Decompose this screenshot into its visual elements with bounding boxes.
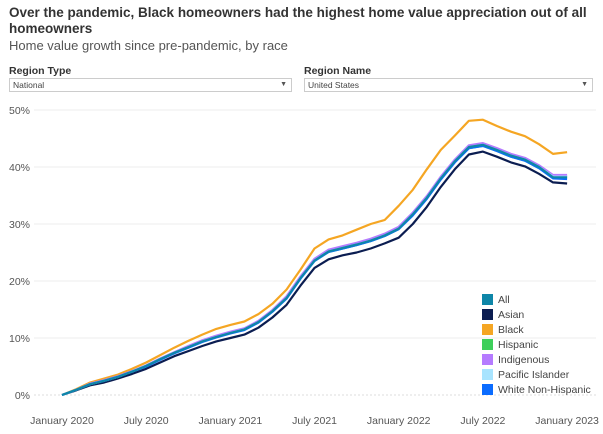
chart-subtitle: Home value growth since pre-pandemic, by…	[9, 38, 288, 53]
legend-label: Indigenous	[498, 353, 550, 366]
legend: All Asian Black Hispanic Indigenous Pacific I…	[482, 292, 591, 397]
y-tick-label: 40%	[9, 162, 30, 174]
x-tick-label: July 2021	[292, 415, 337, 427]
region-name-label: Region Name	[304, 65, 372, 77]
legend-label: Asian	[498, 308, 525, 321]
y-tick-label: 20%	[9, 276, 30, 288]
x-tick-label: January 2022	[367, 415, 431, 427]
x-tick-label: January 2021	[199, 415, 263, 427]
chevron-down-icon: ▼	[280, 81, 287, 88]
region-type-label: Region Type	[9, 65, 72, 77]
legend-label: White Non-Hispanic	[498, 383, 591, 396]
legend-item[interactable]: Hispanic	[482, 337, 591, 352]
series-line-all	[61, 143, 568, 397]
x-tick-label: January 2023	[535, 415, 599, 427]
legend-item[interactable]: Asian	[482, 307, 591, 322]
legend-label: Pacific Islander	[498, 368, 570, 381]
legend-swatch	[482, 309, 493, 320]
series-line-black	[61, 118, 568, 397]
chevron-down-icon: ▼	[581, 81, 588, 88]
legend-swatch	[482, 354, 493, 365]
x-tick-label: July 2020	[124, 415, 169, 427]
series-line-asian	[61, 150, 568, 397]
region-name-select[interactable]: United States ▼	[304, 78, 593, 92]
region-name-value: United States	[308, 80, 360, 90]
legend-swatch	[482, 324, 493, 335]
y-tick-label: 10%	[9, 333, 30, 345]
legend-swatch	[482, 369, 493, 380]
legend-swatch	[482, 339, 493, 350]
y-tick-label: 50%	[9, 105, 30, 117]
region-type-value: National	[13, 80, 45, 90]
legend-item[interactable]: Black	[482, 322, 591, 337]
legend-item[interactable]: Indigenous	[482, 352, 591, 367]
x-tick-label: July 2022	[460, 415, 505, 427]
legend-label: All	[498, 293, 510, 306]
legend-item[interactable]: Pacific Islander	[482, 367, 591, 382]
legend-label: Hispanic	[498, 338, 539, 351]
chart-title: Over the pandemic, Black homeowners had …	[9, 5, 587, 36]
region-type-select[interactable]: National ▼	[9, 78, 292, 92]
y-tick-label: 0%	[15, 390, 30, 402]
legend-item[interactable]: All	[482, 292, 591, 307]
legend-swatch	[482, 384, 493, 395]
legend-item[interactable]: White Non-Hispanic	[482, 382, 591, 397]
legend-label: Black	[498, 323, 524, 336]
y-tick-label: 30%	[9, 219, 30, 231]
legend-swatch	[482, 294, 493, 305]
x-tick-label: January 2020	[30, 415, 94, 427]
